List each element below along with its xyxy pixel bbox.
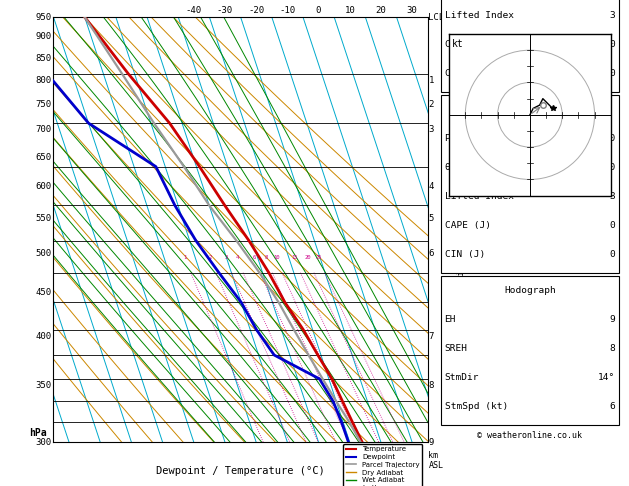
Text: 3: 3 bbox=[428, 125, 434, 134]
Text: 25: 25 bbox=[316, 255, 322, 260]
Bar bbox=[441, 277, 619, 425]
Text: 950: 950 bbox=[35, 13, 52, 21]
Text: 6: 6 bbox=[610, 402, 615, 411]
Text: Mixing Ratio (g/kg): Mixing Ratio (g/kg) bbox=[457, 178, 466, 281]
Text: 4: 4 bbox=[428, 182, 434, 191]
Text: 1: 1 bbox=[184, 255, 187, 260]
Text: 20: 20 bbox=[376, 6, 386, 15]
Text: CIN (J): CIN (J) bbox=[445, 69, 485, 78]
Text: 500: 500 bbox=[35, 249, 52, 258]
Text: 8: 8 bbox=[265, 255, 268, 260]
Text: 20: 20 bbox=[305, 255, 311, 260]
Text: CIN (J): CIN (J) bbox=[445, 250, 485, 259]
Text: 9: 9 bbox=[428, 438, 434, 447]
Text: 0: 0 bbox=[316, 6, 321, 15]
Text: 350: 350 bbox=[35, 381, 52, 390]
Text: LCL: LCL bbox=[428, 13, 445, 21]
Text: 15: 15 bbox=[291, 255, 298, 260]
Text: Lifted Index: Lifted Index bbox=[445, 11, 513, 20]
Text: Lifted Index: Lifted Index bbox=[445, 192, 513, 201]
Text: hPa: hPa bbox=[29, 428, 47, 438]
Legend: Temperature, Dewpoint, Parcel Trajectory, Dry Adiabat, Wet Adiabat, Isotherm, Mi: Temperature, Dewpoint, Parcel Trajectory… bbox=[343, 444, 423, 486]
Text: Most Unstable: Most Unstable bbox=[493, 105, 567, 114]
Text: Hodograph: Hodograph bbox=[504, 286, 556, 295]
Text: -10: -10 bbox=[279, 6, 296, 15]
Text: 10: 10 bbox=[344, 6, 355, 15]
Text: StmSpd (kt): StmSpd (kt) bbox=[445, 402, 508, 411]
Text: 400: 400 bbox=[35, 331, 52, 341]
Text: 0: 0 bbox=[610, 40, 615, 49]
Text: 600: 600 bbox=[35, 182, 52, 191]
Text: EH: EH bbox=[445, 315, 456, 324]
Text: kt: kt bbox=[452, 39, 464, 49]
Text: 300: 300 bbox=[35, 438, 52, 447]
Bar bbox=[441, 95, 619, 273]
Text: 310: 310 bbox=[598, 163, 615, 172]
Text: 3: 3 bbox=[610, 11, 615, 20]
Text: 3: 3 bbox=[225, 255, 228, 260]
Text: 7: 7 bbox=[428, 331, 434, 341]
Text: km
ASL: km ASL bbox=[428, 451, 443, 470]
Text: -20: -20 bbox=[248, 6, 264, 15]
Text: 3: 3 bbox=[610, 192, 615, 201]
Text: CAPE (J): CAPE (J) bbox=[445, 221, 491, 230]
Text: 6: 6 bbox=[428, 249, 434, 258]
Text: Pressure (mb): Pressure (mb) bbox=[445, 134, 520, 143]
Text: 650: 650 bbox=[35, 153, 52, 161]
Text: 0: 0 bbox=[610, 250, 615, 259]
Text: © weatheronline.co.uk: © weatheronline.co.uk bbox=[477, 431, 582, 440]
Text: Dewpoint / Temperature (°C): Dewpoint / Temperature (°C) bbox=[156, 466, 325, 476]
Text: 6: 6 bbox=[253, 255, 256, 260]
Bar bbox=[441, 0, 619, 92]
Text: -30: -30 bbox=[217, 6, 233, 15]
Text: 4: 4 bbox=[236, 255, 239, 260]
Text: -40: -40 bbox=[186, 6, 202, 15]
Text: 2: 2 bbox=[209, 255, 212, 260]
Text: θε (K): θε (K) bbox=[445, 163, 479, 172]
Text: CAPE (J): CAPE (J) bbox=[445, 40, 491, 49]
Text: 900: 900 bbox=[35, 33, 52, 41]
Text: 10: 10 bbox=[273, 255, 280, 260]
Text: 700: 700 bbox=[35, 125, 52, 134]
Text: 800: 800 bbox=[35, 76, 52, 85]
Text: 8: 8 bbox=[610, 344, 615, 353]
Text: 5: 5 bbox=[428, 214, 434, 223]
Text: 14°: 14° bbox=[598, 373, 615, 382]
Text: StmDir: StmDir bbox=[445, 373, 479, 382]
Text: 750: 750 bbox=[35, 100, 52, 109]
Text: 8: 8 bbox=[428, 381, 434, 390]
Text: 0: 0 bbox=[610, 221, 615, 230]
Text: 850: 850 bbox=[35, 53, 52, 63]
Text: 30: 30 bbox=[407, 6, 418, 15]
Text: 550: 550 bbox=[35, 214, 52, 223]
Text: 450: 450 bbox=[35, 288, 52, 297]
Text: 0: 0 bbox=[610, 69, 615, 78]
Text: 9: 9 bbox=[610, 315, 615, 324]
Text: 2: 2 bbox=[428, 100, 434, 109]
Text: 1: 1 bbox=[428, 76, 434, 85]
Text: 800: 800 bbox=[598, 134, 615, 143]
Text: SREH: SREH bbox=[445, 344, 467, 353]
